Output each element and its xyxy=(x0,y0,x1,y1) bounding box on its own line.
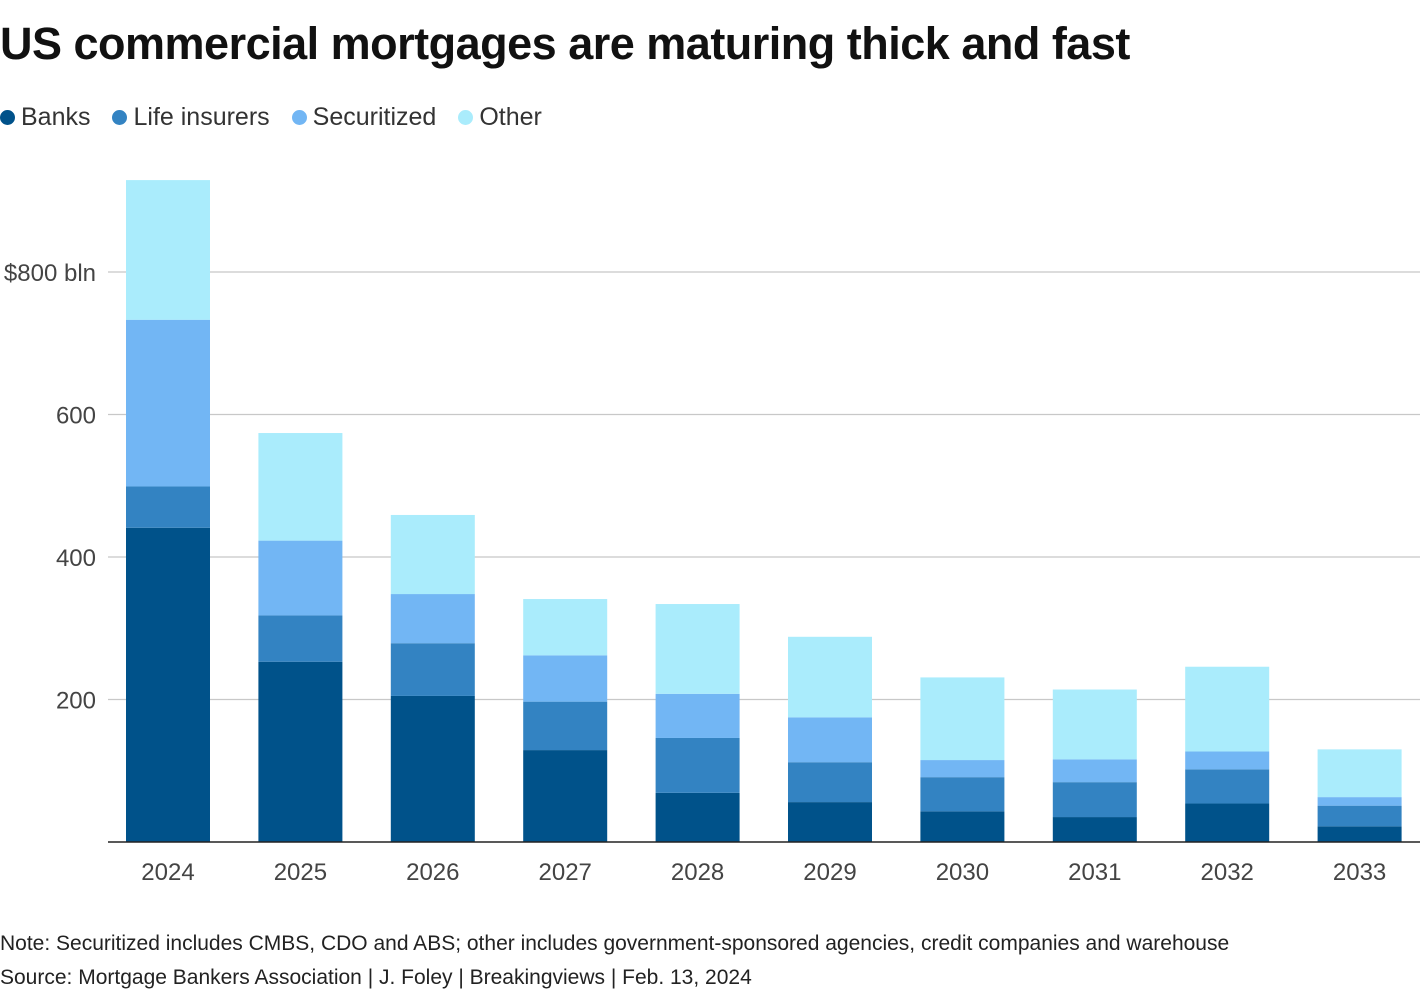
legend-label: Other xyxy=(479,103,542,131)
x-tick-label: 2030 xyxy=(936,859,989,886)
x-tick-label: 2027 xyxy=(539,859,592,886)
legend-swatch xyxy=(291,110,307,125)
legend-swatch xyxy=(458,110,474,125)
axes: 200 400 600 $800 bln 2024 2025 2026 2027 2028 202… xyxy=(4,260,1420,886)
bar-segment-securitized-2030 xyxy=(920,760,1005,778)
bar-segment-other-2033 xyxy=(1317,749,1402,798)
bar-segment-securitized-2024 xyxy=(126,319,210,487)
bar-segment-other-2025 xyxy=(258,433,343,541)
bar-segment-banks-2024 xyxy=(126,527,210,842)
bar-segment-other-2030 xyxy=(920,677,1005,761)
bar-segment-other-2027 xyxy=(523,599,608,656)
bar-segment-securitized-2033 xyxy=(1317,797,1402,806)
bar-segment-other-2026 xyxy=(390,514,475,595)
bar-segment-life-insurers-2027 xyxy=(523,701,608,751)
legend-item-securitized: Securitized xyxy=(291,103,437,132)
bar-segment-life-insurers-2024 xyxy=(126,486,210,528)
y-tick-label: 600 xyxy=(56,403,96,430)
legend-label: Securitized xyxy=(312,103,437,131)
bar-segment-life-insurers-2029 xyxy=(788,762,872,803)
x-tick-label: 2028 xyxy=(671,859,724,886)
legend-label: Banks xyxy=(21,103,91,131)
bar-segment-other-2029 xyxy=(788,636,872,718)
bar-segment-securitized-2029 xyxy=(788,717,872,763)
bar-segment-other-2032 xyxy=(1185,666,1270,752)
bar-segment-banks-2025 xyxy=(258,661,343,842)
x-tick-label: 2024 xyxy=(141,859,194,886)
bar-segment-securitized-2027 xyxy=(523,655,608,702)
bar-segment-banks-2030 xyxy=(920,811,1005,842)
x-tick-label: 2032 xyxy=(1201,859,1254,886)
bar-segment-banks-2027 xyxy=(523,750,608,842)
bar-segment-banks-2033 xyxy=(1317,826,1402,842)
bar-segment-life-insurers-2032 xyxy=(1185,769,1270,804)
bars xyxy=(126,180,1402,842)
x-tick-label: 2033 xyxy=(1333,859,1386,886)
bar-segment-life-insurers-2033 xyxy=(1317,805,1402,827)
bar-segment-securitized-2028 xyxy=(655,693,740,738)
bar-segment-life-insurers-2025 xyxy=(258,615,343,662)
bar-segment-life-insurers-2026 xyxy=(390,643,475,696)
bar-segment-banks-2032 xyxy=(1185,803,1270,842)
x-tick-label: 2031 xyxy=(1068,859,1121,886)
y-tick-label: 400 xyxy=(56,545,96,572)
y-tick-label: $800 bln xyxy=(4,260,96,287)
x-tick-label: 2026 xyxy=(406,859,459,886)
legend-swatch xyxy=(112,110,128,125)
legend-label: Life insurers xyxy=(133,103,270,131)
chart-title: US commercial mortgages are maturing thi… xyxy=(0,18,1130,69)
bar-segment-life-insurers-2031 xyxy=(1052,782,1137,818)
bar-segment-other-2028 xyxy=(655,604,740,694)
bar-segment-other-2024 xyxy=(126,180,210,320)
legend-item-other: Other xyxy=(458,103,542,132)
bar-segment-other-2031 xyxy=(1052,689,1137,760)
bar-segment-banks-2031 xyxy=(1052,817,1137,842)
bar-segment-banks-2026 xyxy=(390,695,475,842)
bar-segment-life-insurers-2028 xyxy=(655,737,740,793)
stacked-bar-chart: 200 400 600 $800 bln 2024 2025 2026 2027 2028 202… xyxy=(4,180,1420,886)
bar-segment-life-insurers-2030 xyxy=(920,777,1005,812)
legend: Banks Life insurers Securitized Other xyxy=(0,103,564,132)
y-tick-label: 200 xyxy=(56,688,96,715)
bar-segment-securitized-2031 xyxy=(1052,759,1137,783)
bar-segment-banks-2028 xyxy=(655,792,740,842)
bar-segment-securitized-2032 xyxy=(1185,751,1270,770)
bar-segment-securitized-2026 xyxy=(390,594,475,644)
bar-segment-banks-2029 xyxy=(788,802,872,842)
chart-source: Source: Mortgage Bankers Association | J… xyxy=(0,966,752,989)
chart-note: Note: Securitized includes CMBS, CDO and… xyxy=(0,932,1230,955)
legend-item-banks: Banks xyxy=(0,103,90,132)
legend-item-life-insurers: Life insurers xyxy=(112,103,270,132)
x-tick-label: 2029 xyxy=(803,859,856,886)
bar-segment-securitized-2025 xyxy=(258,540,343,616)
legend-swatch xyxy=(0,110,15,125)
x-tick-label: 2025 xyxy=(274,859,327,886)
